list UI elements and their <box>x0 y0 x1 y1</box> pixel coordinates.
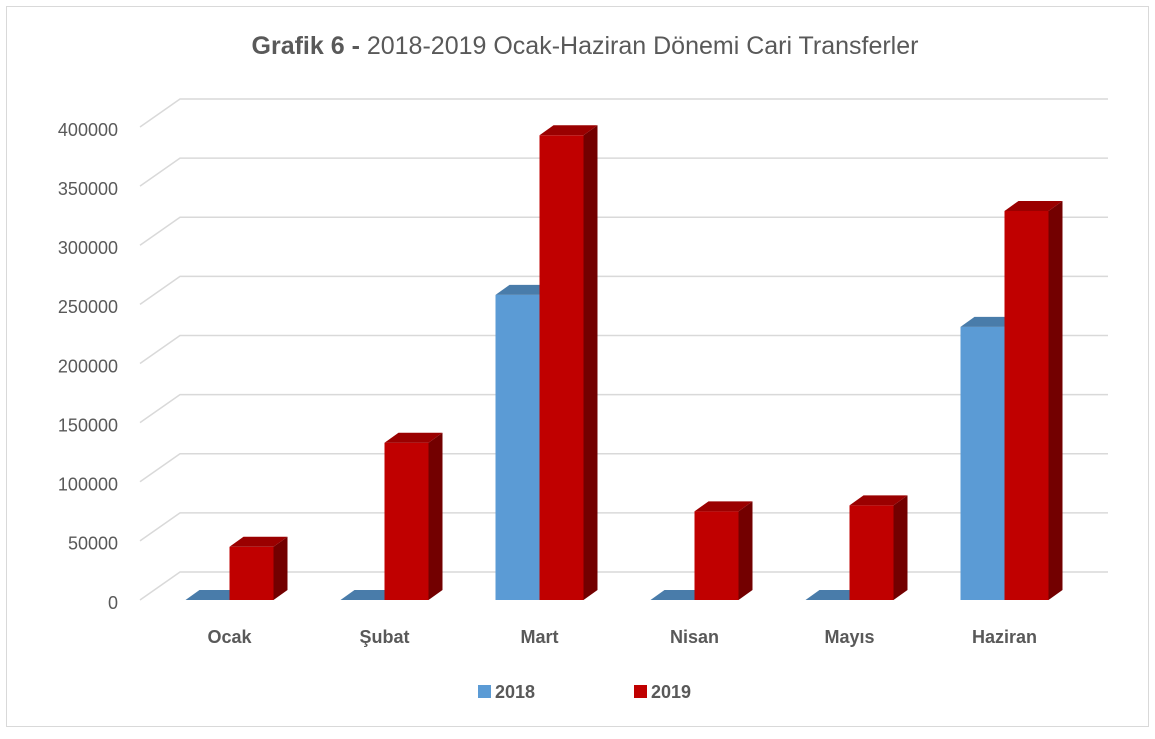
bar-side <box>893 495 908 600</box>
grid-line <box>139 453 1108 483</box>
bar <box>650 590 709 600</box>
grid-line <box>139 157 1108 187</box>
grid-line <box>139 98 1108 128</box>
bar-front <box>960 326 1005 600</box>
title-text: 2018-2019 Ocak-Haziran Dönemi Cari Trans… <box>367 32 919 60</box>
bar-top <box>495 284 554 295</box>
x-tick-label: Ocak <box>207 627 252 647</box>
bar-front <box>539 135 584 600</box>
y-tick-label: 50000 <box>68 534 118 554</box>
bar-top <box>340 590 399 600</box>
bar-top <box>650 590 709 600</box>
bar <box>340 590 399 600</box>
grid-line <box>139 393 1108 424</box>
bar-top <box>539 125 598 136</box>
bar <box>694 501 753 600</box>
grid-line <box>139 275 1108 305</box>
bar-top <box>694 501 753 512</box>
bar-front <box>1004 210 1049 600</box>
x-tick-label: Mayıs <box>824 627 874 647</box>
y-tick-label: 400000 <box>58 120 118 140</box>
legend-label: 2019 <box>651 682 691 702</box>
bar-front <box>694 511 739 600</box>
y-tick-label: 250000 <box>58 297 118 317</box>
title-bold: Grafik 6 - <box>252 32 360 60</box>
y-tick-label: 0 <box>108 593 118 613</box>
y-tick-label: 100000 <box>58 475 118 495</box>
bar <box>229 536 288 600</box>
bar-side <box>1048 200 1063 600</box>
bar-top <box>849 495 908 506</box>
x-tick-label: Şubat <box>359 627 409 647</box>
bar-top <box>960 316 1019 327</box>
bar-side <box>273 536 288 600</box>
x-tick-label: Nisan <box>670 627 719 647</box>
bar-top <box>805 590 864 600</box>
chart-title: Grafik 6 - 2018-2019 Ocak-Haziran Dönemi… <box>252 32 919 60</box>
bar-side <box>428 432 443 600</box>
grid-line <box>139 571 1108 601</box>
bar-side <box>583 125 598 600</box>
grid-line <box>139 334 1108 365</box>
bar <box>539 125 598 600</box>
bar-side <box>738 501 753 600</box>
legend-swatch <box>478 685 491 698</box>
bar-front <box>229 546 274 600</box>
y-tick-label: 350000 <box>58 179 118 199</box>
grid-line <box>139 512 1108 542</box>
bar-top <box>185 590 244 600</box>
y-tick-label: 300000 <box>58 238 118 258</box>
x-tick-label: Haziran <box>972 627 1037 647</box>
bar-top <box>229 536 288 547</box>
bar-top <box>384 432 443 443</box>
bar-front <box>849 505 894 600</box>
x-tick-label: Mart <box>520 627 558 647</box>
bar-top <box>1004 200 1063 211</box>
y-tick-label: 200000 <box>58 356 118 376</box>
bar <box>185 590 244 600</box>
bar <box>805 590 864 600</box>
bar <box>1004 200 1063 600</box>
bar-front <box>384 442 429 600</box>
legend-swatch <box>634 685 647 698</box>
bar-front <box>495 294 540 600</box>
grid-line <box>139 216 1108 246</box>
legend-label: 2018 <box>495 682 535 702</box>
bar <box>384 432 443 600</box>
bar <box>849 495 908 600</box>
y-tick-label: 150000 <box>58 415 118 435</box>
